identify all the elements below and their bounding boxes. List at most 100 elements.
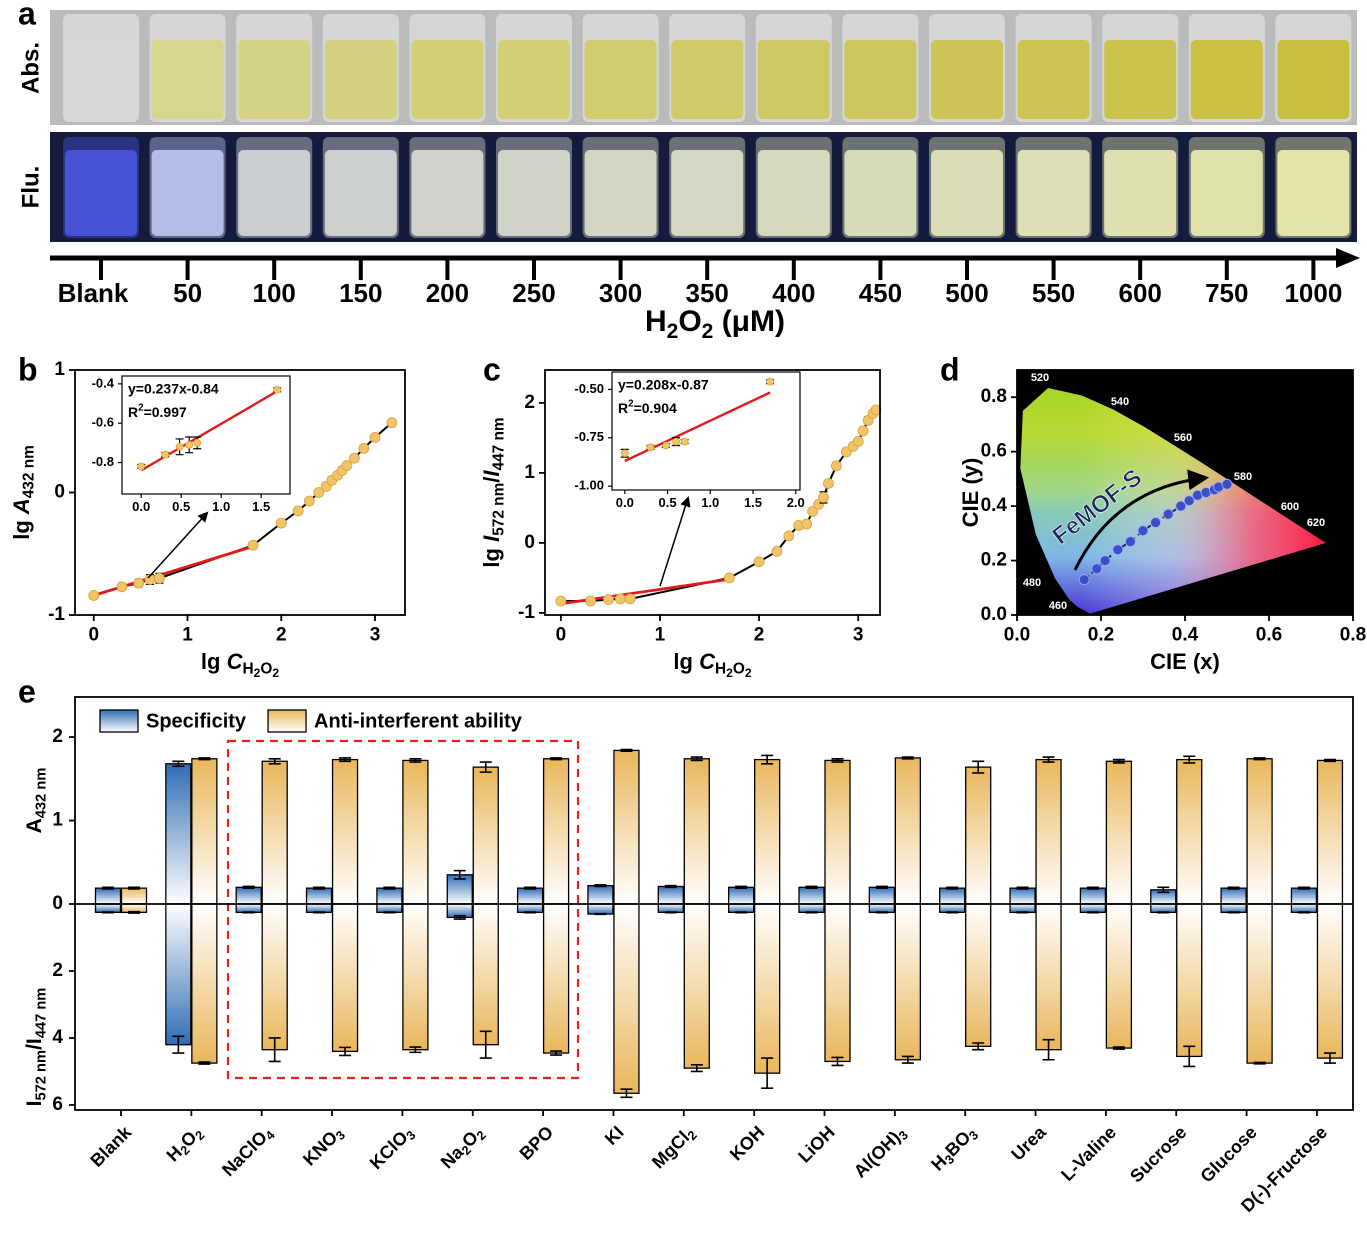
vial-liquid (584, 40, 657, 119)
bar (235, 903, 262, 914)
text-part: C (227, 649, 244, 674)
plot-frame (544, 369, 881, 616)
error-bar (524, 886, 537, 890)
y-tick-label: 1 (52, 810, 63, 831)
bar (587, 903, 614, 915)
bar (894, 903, 921, 1061)
y-tick-label: 0.2 (981, 550, 1007, 571)
bar (1009, 903, 1036, 914)
plot-frame (121, 375, 291, 495)
error-bar (620, 1088, 633, 1099)
data-point (723, 572, 735, 584)
y2-axis-title: I572 nm/I447 nm (23, 988, 50, 1107)
y-tick-label: 0 (524, 532, 535, 553)
y-tick-label: 0 (52, 893, 63, 914)
wavelength-label: 600 (1281, 501, 1299, 513)
error-bar (1086, 911, 1099, 914)
data-point (857, 425, 869, 437)
bar (728, 903, 755, 914)
bar (657, 903, 684, 914)
error-bar (594, 884, 607, 888)
bar (1079, 887, 1107, 905)
error-bar (664, 884, 677, 889)
x-tick-label: NaClO4 (218, 1122, 278, 1182)
text-part: lg (479, 542, 504, 568)
row-label: Flu. (17, 166, 44, 209)
error-bar (901, 1055, 914, 1064)
error-bar (594, 912, 607, 916)
vial-liquid (931, 150, 1003, 236)
text-part: 2 (254, 666, 261, 680)
y-tick-label: -0.6 (92, 415, 114, 430)
error-bar (1227, 911, 1240, 914)
panel-label: e (18, 673, 36, 709)
x-tick-label: Blank (86, 1121, 136, 1171)
data-point (614, 593, 626, 605)
bar (657, 885, 684, 905)
error-bar (1183, 755, 1196, 764)
data-point (807, 505, 819, 517)
data-point (661, 441, 670, 450)
data-point (1183, 495, 1195, 507)
error-bar (1016, 911, 1029, 914)
error-bar (1183, 1045, 1196, 1068)
bar (94, 903, 122, 914)
plot-background (612, 372, 800, 490)
data-point (753, 556, 765, 568)
bar (305, 903, 333, 914)
x-tick-label: KI (601, 1122, 628, 1149)
concentration-label: 750 (1205, 278, 1248, 308)
error-bar (339, 757, 352, 763)
vial-liquid (1277, 40, 1350, 119)
bar (191, 903, 218, 1064)
panel-label: a (18, 0, 36, 31)
bar (939, 887, 966, 905)
panel-label: d (940, 351, 960, 387)
data-point (620, 449, 629, 458)
text-part: 447 nm (33, 988, 49, 1039)
inset-arrow (147, 511, 209, 579)
x-tick-label: KOH (726, 1122, 768, 1164)
bar (683, 758, 710, 905)
legend-swatch (99, 709, 139, 733)
y-axis-title: CIE (y) (958, 458, 983, 528)
error-bar (524, 911, 537, 914)
x-tick-label: KClO3 (366, 1122, 419, 1175)
data-point (818, 491, 829, 503)
bar (402, 903, 429, 1051)
error-bar (761, 1057, 774, 1090)
error-bar (1253, 1061, 1266, 1065)
x-tick-label: 0.8 (1340, 624, 1366, 645)
text-part: 572 nm (33, 1050, 49, 1101)
error-bar (735, 911, 748, 914)
error-bar (313, 886, 326, 890)
concentration-label: 250 (512, 278, 555, 308)
error-bar (1016, 886, 1029, 890)
x-tick-label: H3BO3 (927, 1122, 981, 1176)
concentration-label: 400 (772, 278, 815, 308)
x-tick-label: 3 (370, 624, 381, 645)
error-bar (831, 757, 844, 763)
error-bar (172, 1035, 185, 1054)
text-part: lg (201, 649, 227, 674)
wavelength-label: 580 (1234, 471, 1252, 483)
y2-tick-label: 4 (52, 1027, 63, 1048)
error-bar (313, 911, 326, 914)
bar (613, 749, 640, 905)
data-point (1099, 555, 1111, 566)
text-part: R (128, 404, 138, 420)
legend-label: Specificity (146, 710, 247, 732)
data-point (783, 530, 795, 542)
error-bar (1042, 1038, 1055, 1061)
x-tick-label: Glucose (1196, 1122, 1260, 1186)
concentration-label: 150 (339, 278, 382, 308)
concentration-label: Blank (58, 278, 129, 308)
bar (402, 759, 429, 905)
x-tick-label: 3 (853, 624, 864, 645)
vial-liquid (65, 40, 137, 119)
error-bar (453, 869, 466, 880)
data-point (161, 450, 170, 459)
text-part: A (9, 498, 34, 515)
bar (939, 903, 966, 914)
error-bar (1297, 886, 1310, 890)
